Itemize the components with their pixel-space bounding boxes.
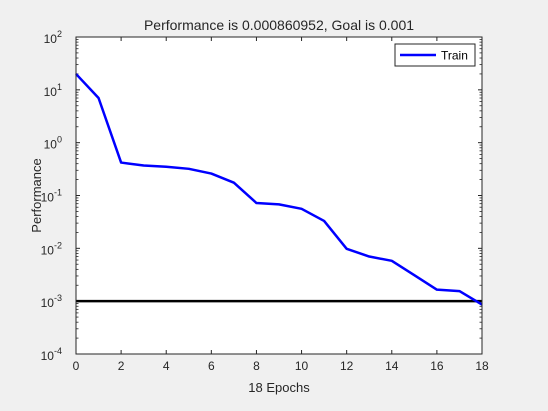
y-tick-label: 10-4: [41, 346, 62, 363]
x-tick-labels: 0 2 4 6 8 10 12 14 16 18: [73, 359, 489, 373]
x-tick-label: 4: [163, 359, 170, 373]
plot-area: [76, 37, 482, 354]
x-axis-label: 18 Epochs: [248, 380, 310, 395]
series-layer: [75, 73, 483, 306]
y-tick-label: 101: [44, 82, 62, 99]
x-tick-label: 18: [475, 359, 489, 373]
y-tick-label: 10-2: [41, 240, 62, 257]
y-tick-label: 10-1: [41, 188, 62, 205]
y-tick-labels: 10-4 10-3 10-2 10-1 100 101 102: [41, 29, 62, 363]
x-tick-label: 2: [118, 359, 125, 373]
x-tick-label: 16: [430, 359, 444, 373]
y-tick-label: 100: [44, 135, 62, 152]
x-tick-label: 8: [253, 359, 260, 373]
x-tick-label: 10: [295, 359, 309, 373]
axes-box: [75, 36, 483, 355]
x-tick-label: 0: [73, 359, 80, 373]
x-tick-label: 12: [340, 359, 354, 373]
y-tick-label: 10-3: [41, 293, 62, 310]
chart-title: Performance is 0.000860952, Goal is 0.00…: [144, 17, 414, 33]
x-tick-label: 14: [385, 359, 399, 373]
y-tick-label: 102: [44, 29, 62, 46]
y-axis-label: Performance: [29, 158, 44, 232]
x-tick-label: 6: [208, 359, 215, 373]
legend: Train: [394, 43, 476, 67]
series-line-train: [75, 73, 483, 306]
legend-train-label: Train: [441, 49, 468, 63]
